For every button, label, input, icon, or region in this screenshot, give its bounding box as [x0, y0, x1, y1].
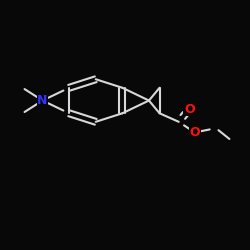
Text: O: O: [189, 126, 200, 139]
Text: O: O: [184, 102, 195, 116]
Text: N: N: [37, 94, 48, 107]
